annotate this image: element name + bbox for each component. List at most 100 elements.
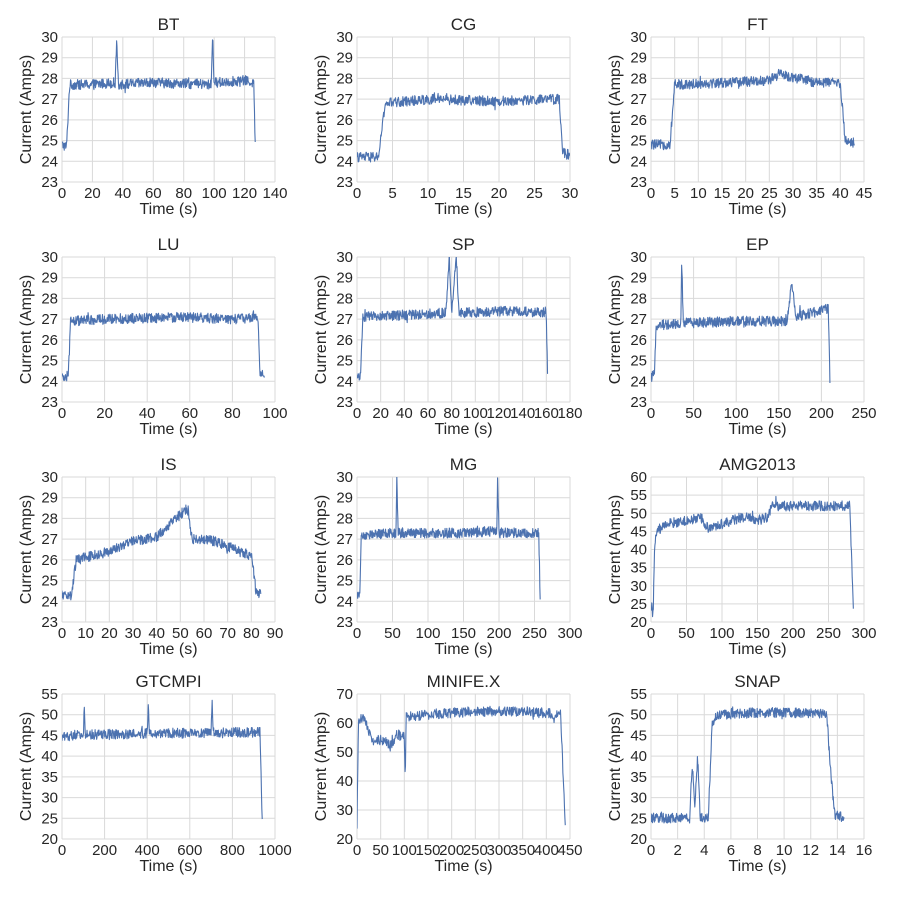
x-axis-label: Time (s) bbox=[728, 641, 786, 658]
x-tick-label: 2 bbox=[673, 842, 681, 859]
x-tick-label: 0 bbox=[647, 842, 655, 859]
x-axis-label: Time (s) bbox=[139, 858, 197, 875]
plot-area bbox=[357, 694, 570, 839]
y-tick-label: 29 bbox=[630, 270, 647, 287]
x-tick-label: 50 bbox=[384, 625, 401, 642]
y-tick-label: 50 bbox=[336, 744, 353, 761]
y-tick-label: 26 bbox=[336, 112, 353, 129]
y-tick-label: 28 bbox=[336, 510, 353, 527]
y-tick-label: 50 bbox=[630, 707, 647, 724]
y-tick-label: 55 bbox=[630, 487, 647, 504]
y-tick-label: 30 bbox=[41, 249, 58, 266]
y-tick-label: 45 bbox=[630, 727, 647, 744]
plot-area bbox=[357, 257, 570, 402]
y-tick-label: 24 bbox=[630, 373, 647, 390]
x-tick-label: 100 bbox=[724, 405, 749, 422]
y-tick-label: 24 bbox=[336, 153, 353, 170]
y-tick-label: 23 bbox=[336, 394, 353, 411]
plot-area bbox=[62, 694, 275, 839]
chart-title: MG bbox=[450, 455, 477, 474]
x-tick-label: 800 bbox=[220, 842, 245, 859]
y-tick-label: 28 bbox=[336, 70, 353, 87]
x-tick-label: 250 bbox=[816, 625, 841, 642]
x-tick-label: 30 bbox=[562, 185, 579, 202]
x-tick-label: 0 bbox=[353, 625, 361, 642]
y-tick-label: 23 bbox=[41, 394, 58, 411]
y-tick-label: 30 bbox=[630, 249, 647, 266]
y-tick-label: 30 bbox=[630, 578, 647, 595]
y-tick-label: 29 bbox=[41, 490, 58, 507]
chart-title: AMG2013 bbox=[719, 455, 796, 474]
x-tick-label: 30 bbox=[785, 185, 802, 202]
plot-area bbox=[651, 37, 864, 182]
x-tick-label: 100 bbox=[202, 185, 227, 202]
y-tick-label: 28 bbox=[41, 70, 58, 87]
y-axis-label: Current (Amps) bbox=[607, 495, 624, 604]
x-tick-label: 300 bbox=[851, 625, 876, 642]
y-tick-label: 24 bbox=[41, 153, 58, 170]
chart-lu: 0 20 40 60 80 100 23 24 25 26 27 28 29 30 LU Time (s) Cu… bbox=[18, 235, 288, 438]
chart-gtcmpi: 0 200 400 600 800 1000 20 25 30 35 40 45 50 55 GTCMPI T… bbox=[18, 672, 292, 875]
series-line bbox=[357, 92, 570, 163]
y-tick-label: 24 bbox=[336, 593, 353, 610]
chart-title: CG bbox=[451, 15, 477, 34]
y-tick-label: 50 bbox=[630, 505, 647, 522]
y-tick-label: 35 bbox=[630, 769, 647, 786]
x-tick-label: 300 bbox=[557, 625, 582, 642]
y-tick-label: 25 bbox=[630, 353, 647, 370]
x-tick-label: 180 bbox=[557, 405, 582, 422]
y-tick-label: 23 bbox=[41, 174, 58, 191]
y-axis-label: Current (Amps) bbox=[18, 55, 35, 164]
x-tick-label: 140 bbox=[262, 185, 287, 202]
x-axis-label: Time (s) bbox=[434, 641, 492, 658]
x-tick-label: 4 bbox=[700, 842, 708, 859]
x-tick-label: 0 bbox=[58, 185, 66, 202]
y-tick-label: 27 bbox=[630, 91, 647, 108]
y-tick-label: 29 bbox=[336, 50, 353, 67]
chart-title: EP bbox=[746, 235, 769, 254]
plot-area bbox=[62, 477, 275, 622]
y-tick-label: 40 bbox=[630, 542, 647, 559]
x-tick-label: 20 bbox=[101, 625, 118, 642]
chart-title: BT bbox=[158, 15, 180, 34]
x-tick-label: 150 bbox=[415, 842, 440, 859]
x-tick-label: 20 bbox=[96, 405, 113, 422]
x-tick-label: 50 bbox=[685, 405, 702, 422]
y-tick-label: 25 bbox=[41, 810, 58, 827]
series-line bbox=[651, 264, 831, 384]
y-tick-label: 25 bbox=[336, 133, 353, 150]
x-tick-label: 140 bbox=[510, 405, 535, 422]
y-tick-label: 35 bbox=[41, 769, 58, 786]
y-axis-label: Current (Amps) bbox=[607, 55, 624, 164]
x-tick-label: 15 bbox=[714, 185, 731, 202]
x-tick-label: 15 bbox=[455, 185, 472, 202]
chart-title: LU bbox=[158, 235, 180, 254]
x-axis-label: Time (s) bbox=[139, 201, 197, 218]
y-axis-label: Current (Amps) bbox=[18, 712, 35, 821]
x-tick-label: 40 bbox=[139, 405, 156, 422]
plot-area bbox=[62, 37, 275, 182]
x-tick-label: 300 bbox=[486, 842, 511, 859]
y-tick-label: 40 bbox=[336, 773, 353, 790]
x-tick-label: 10 bbox=[776, 842, 793, 859]
x-axis-label: Time (s) bbox=[434, 421, 492, 438]
chart-mg: 0 50 100 150 200 250 300 23 24 25 26 27 28 29 30 MG Time… bbox=[313, 455, 583, 658]
x-tick-label: 350 bbox=[510, 842, 535, 859]
x-tick-label: 0 bbox=[647, 625, 655, 642]
plot-area bbox=[651, 257, 864, 402]
x-tick-label: 200 bbox=[486, 625, 511, 642]
y-tick-label: 26 bbox=[41, 332, 58, 349]
x-tick-label: 45 bbox=[856, 185, 873, 202]
chart-amg2013: 0 50 100 150 200 250 300202530354045505560AMG2… bbox=[607, 455, 877, 658]
x-tick-label: 20 bbox=[372, 405, 389, 422]
x-tick-label: 400 bbox=[534, 842, 559, 859]
y-tick-label: 24 bbox=[630, 153, 647, 170]
x-tick-label: 400 bbox=[135, 842, 160, 859]
x-tick-label: 8 bbox=[753, 842, 761, 859]
y-tick-label: 27 bbox=[630, 311, 647, 328]
x-tick-label: 0 bbox=[353, 842, 361, 859]
x-tick-label: 600 bbox=[177, 842, 202, 859]
y-tick-label: 27 bbox=[336, 531, 353, 548]
x-tick-label: 14 bbox=[829, 842, 846, 859]
y-tick-label: 27 bbox=[41, 531, 58, 548]
